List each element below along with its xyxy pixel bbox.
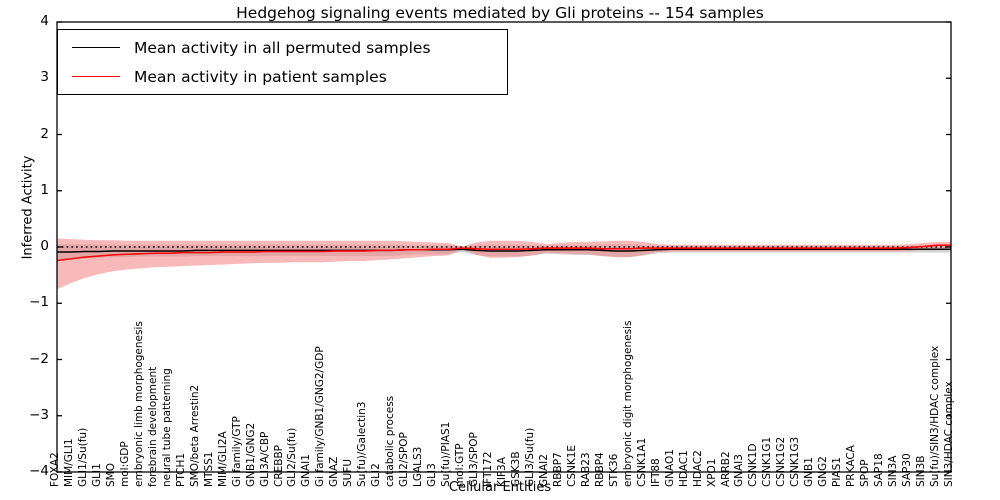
x-tick-label: GNAZ xyxy=(328,456,341,487)
x-tick-label: SMO/beta Arrestin2 xyxy=(188,384,201,487)
y-tick-label: 1 xyxy=(40,181,49,198)
x-axis-label: Cellular Entities xyxy=(448,480,552,495)
x-tick-label: LGALS3 xyxy=(412,446,425,487)
x-tick-label: GLI3A/CBP xyxy=(258,431,271,487)
x-tick-label: SAP18 xyxy=(873,453,886,487)
x-tick-label: HDAC1 xyxy=(677,450,690,487)
x-tick-label: PTCH1 xyxy=(174,452,187,487)
x-tick-label: FOXA2 xyxy=(49,452,61,487)
x-tick-label: RAB23 xyxy=(579,452,592,487)
x-tick-label: SIN3A xyxy=(887,455,900,487)
x-tick-label: PRKACA xyxy=(845,445,858,487)
x-tick-label: SUFU xyxy=(342,458,355,487)
x-tick-label: PIAS1 xyxy=(831,457,844,487)
y-tick-label: −4 xyxy=(29,463,49,479)
x-tick-label: GLI1/Su(fu) xyxy=(76,427,89,487)
x-tick-label: SIN3B xyxy=(915,455,928,488)
x-tick-label: forebrain development xyxy=(146,366,159,487)
x-tick-label: RBBP7 xyxy=(551,452,564,487)
legend: Mean activity in all permuted samples Me… xyxy=(57,29,508,95)
x-tick-label: GLI3/SPOP xyxy=(468,432,481,487)
legend-entry-permuted: Mean activity in all permuted samples xyxy=(58,34,507,61)
x-tick-label: SPOP xyxy=(859,459,872,487)
y-tick-label: 2 xyxy=(40,125,49,142)
x-tick-label: GLI1 xyxy=(90,463,103,487)
x-tick-label: SIN3/HDAC complex xyxy=(943,381,955,487)
x-tick-label: Su(fu)/SIN3/HDAC complex xyxy=(929,345,942,487)
legend-swatch-patient xyxy=(72,76,120,77)
y-tick-label: 3 xyxy=(40,69,49,86)
legend-swatch-permuted xyxy=(72,47,120,48)
x-tick-label: MIM/GLI2A xyxy=(216,431,229,487)
x-tick-label: SAP30 xyxy=(901,453,914,487)
x-tick-label: XPO1 xyxy=(705,458,718,487)
x-tick-label: Su(fu)/PIAS1 xyxy=(440,421,453,487)
x-tick-label: catabolic process xyxy=(384,395,397,487)
x-tick-label: CSNK1D xyxy=(747,443,760,487)
x-tick-label: embryonic digit morphogenesis xyxy=(621,320,634,487)
x-tick-label: GSK3B xyxy=(509,451,522,487)
chart-title: Hedgehog signaling events mediated by Gl… xyxy=(236,4,764,22)
x-tick-label: GNG2 xyxy=(817,456,830,487)
x-tick-label: GNAI2 xyxy=(537,454,550,487)
legend-label-permuted: Mean activity in all permuted samples xyxy=(134,38,431,57)
x-tick-label: IFT172 xyxy=(482,451,495,487)
x-tick-label: KIF3A xyxy=(496,457,508,487)
x-tick-label: RBBP4 xyxy=(593,452,606,487)
x-tick-label: GLI2/SPOP xyxy=(398,432,411,487)
x-tick-label: CREBBP xyxy=(272,445,285,487)
x-tick-label: HDAC2 xyxy=(691,450,704,487)
x-tick-label: CSNK1G2 xyxy=(775,436,788,487)
x-tick-label: GLI3 xyxy=(426,463,439,487)
y-tick-label: −1 xyxy=(29,294,49,311)
x-tick-label: Su(fu)/Galectin3 xyxy=(356,401,369,488)
x-tick-label: CSNK1A1 xyxy=(635,437,648,487)
x-tick-label: Gi family/GNB1/GNG2/GDP xyxy=(314,346,327,487)
y-tick-label: −3 xyxy=(29,406,49,423)
x-tick-label: GLI2 xyxy=(370,463,383,487)
x-tick-label: MIM/GLI1 xyxy=(62,438,75,487)
x-tick-label: embryonic limb morphogenesis xyxy=(132,321,145,487)
x-tick-label: GNAI3 xyxy=(733,454,746,487)
legend-label-patient: Mean activity in patient samples xyxy=(134,67,387,86)
x-tick-label: CSNK1E xyxy=(565,444,578,487)
y-tick-label: 4 xyxy=(40,13,49,29)
y-tick-label: −2 xyxy=(29,350,49,367)
x-tick-label: SMO xyxy=(104,463,117,487)
x-tick-label: GNB1 xyxy=(803,457,816,487)
x-tick-label: STK36 xyxy=(607,453,620,487)
x-tick-label: GNB1/GNG2 xyxy=(244,422,257,487)
x-tick-label: GLI2/Su(fu) xyxy=(286,427,299,487)
y-tick-label: 0 xyxy=(40,238,49,254)
x-tick-label: MTSS1 xyxy=(202,451,215,487)
x-tick-label: GNAI1 xyxy=(300,454,313,487)
legend-entry-patient: Mean activity in patient samples xyxy=(58,63,507,90)
x-tick-label: CSNK1G3 xyxy=(789,436,802,487)
x-tick-label: mol:GTP xyxy=(454,443,467,487)
x-tick-label: GNAO1 xyxy=(663,449,676,487)
x-tick-label: ARRB2 xyxy=(719,451,732,487)
x-tick-label: GLI3/Su(fu) xyxy=(523,427,536,487)
x-tick-label: Gi family/GTP xyxy=(230,416,243,487)
x-tick-label: mol:GDP xyxy=(118,441,131,487)
x-tick-label: neural tube patterning xyxy=(160,368,173,487)
x-tick-label: CSNK1G1 xyxy=(761,436,774,487)
x-tick-label: IFT88 xyxy=(649,458,662,487)
